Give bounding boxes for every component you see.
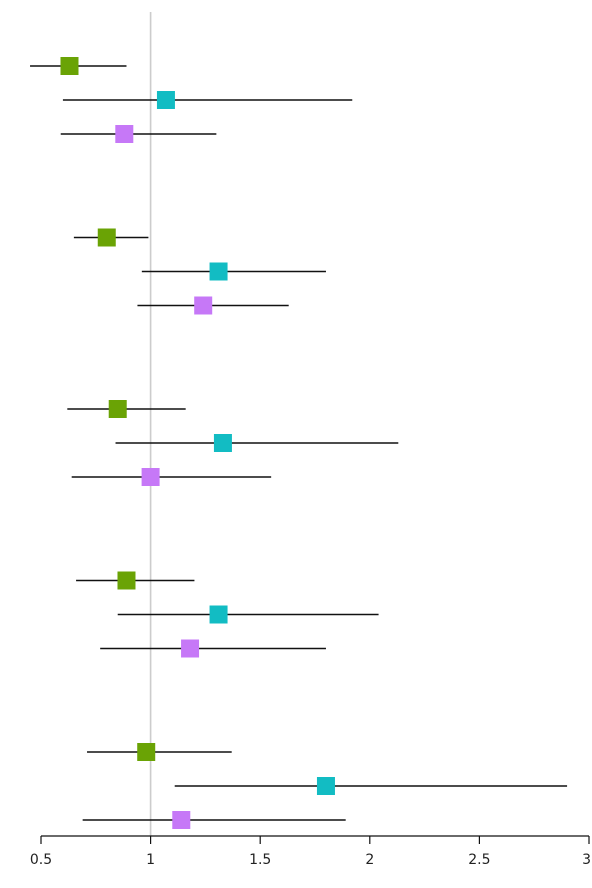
x-tick-label: 2 (365, 852, 374, 868)
estimate-marker (209, 262, 228, 281)
x-tick-label: 2.5 (468, 852, 490, 868)
estimate-marker (137, 743, 156, 761)
estimate-marker (60, 57, 79, 75)
estimate-marker (117, 571, 136, 590)
estimate-marker (156, 91, 175, 109)
x-tick-label: 0.5 (30, 852, 52, 868)
estimate-marker (213, 434, 232, 452)
estimate-marker (194, 296, 213, 315)
estimate-marker (181, 639, 200, 658)
estimate-marker (316, 777, 335, 795)
confidence-intervals (30, 65, 568, 821)
estimate-marker (97, 228, 116, 247)
x-tick-label: 1 (146, 852, 155, 868)
estimate-markers (60, 57, 335, 829)
estimate-marker (108, 400, 127, 418)
x-tick-label: 3 (582, 852, 591, 868)
x-axis: 0.5 1 1.5 2 2.5 3 (30, 835, 591, 868)
estimate-marker (141, 468, 160, 486)
estimate-marker (172, 811, 191, 829)
estimate-marker (115, 125, 134, 143)
x-tick-label: 1.5 (249, 852, 271, 868)
estimate-marker (209, 605, 228, 624)
